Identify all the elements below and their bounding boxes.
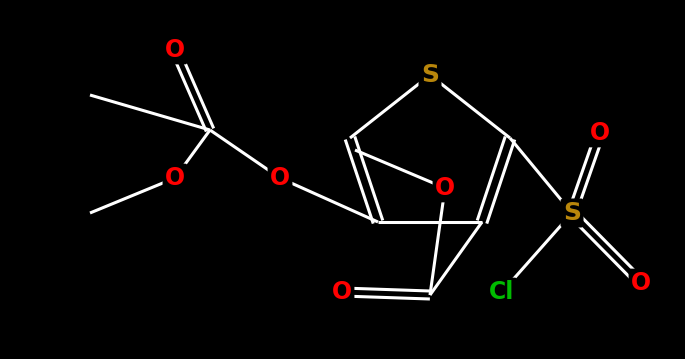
Text: O: O [165,166,185,190]
Text: S: S [421,63,439,87]
Text: O: O [165,38,185,62]
Text: O: O [590,121,610,145]
Text: O: O [332,280,352,304]
Text: Cl: Cl [489,280,514,304]
Text: O: O [631,271,651,295]
Text: S: S [563,201,581,225]
Text: O: O [435,176,455,200]
Text: O: O [270,166,290,190]
